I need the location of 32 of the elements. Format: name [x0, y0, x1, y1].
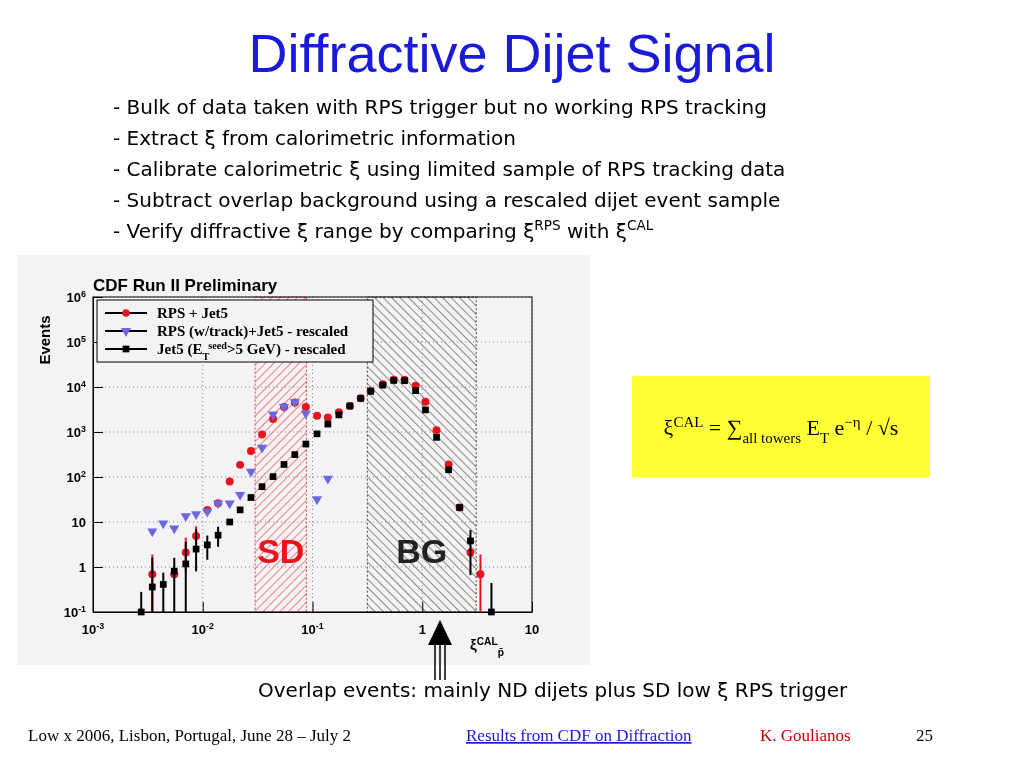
text: Overlap events: mainly ND dijets plus SD low ξ RPS trigger — [258, 678, 849, 702]
x-tick-label: 10$^{-2}$ — [191, 621, 214, 637]
text: Results from CDF on Diffraction — [466, 726, 692, 745]
y-tick-label: 10$^{5}$ — [66, 334, 87, 350]
legend-label: RPS (w/track)+Jet5 - rescaled — [157, 323, 349, 340]
y-tick-label: 10$^{4}$ — [66, 379, 87, 395]
y-tick-label: 1 — [78, 560, 86, 575]
y-tick-label: 10 — [71, 515, 86, 530]
band-label: SD — [257, 532, 305, 570]
text: CDF Run II Preliminary — [93, 276, 278, 295]
y-tick-label: 10$^{3}$ — [66, 424, 87, 440]
text: - Verify diffractive ξ range by comparing ξ$^{RPS}$ with ξ$^{CAL}$ — [113, 217, 654, 243]
text: - Bulk of data taken with RPS trigger but no working RPS tracking — [113, 95, 767, 119]
y-tick-label: 10$^{-1}$ — [63, 604, 87, 620]
chart-title: Diffractive Dijet Signal — [248, 23, 776, 83]
text: - Calibrate calorimetric ξ using limited sample of RPS tracking data — [113, 157, 786, 181]
y-tick-label: 10$^{6}$ — [66, 289, 87, 305]
x-tick-label: 10$^{-1}$ — [301, 621, 324, 637]
y-tick-label: 10$^{2}$ — [66, 469, 87, 485]
legend-label: RPS + Jet5 — [157, 305, 229, 321]
x-tick-label: 10 — [524, 622, 540, 637]
text: - Subtract overlap background using a rescaled dijet event sample — [113, 188, 781, 212]
text: 25 — [916, 726, 933, 745]
text: ξ$^{CAL}$ = ∑$_{all towers}$ E$_{T}$ e$^{−η}$ / √s — [663, 414, 899, 446]
text: K. Goulianos — [760, 726, 851, 745]
text: - Extract ξ from calorimetric information — [113, 126, 516, 150]
band-label: BG — [396, 532, 448, 570]
x-tick-label: 1 — [418, 622, 426, 637]
x-tick-label: 10$^{-3}$ — [81, 621, 105, 637]
legend-label: Jet5 (E$_{T}$$^{seed}$>5 GeV) - rescaled — [157, 339, 347, 362]
y-axis-title: Events — [36, 315, 53, 365]
text: Low x 2006, Lisbon, Portugal, June 28 – July 2 — [28, 726, 351, 745]
